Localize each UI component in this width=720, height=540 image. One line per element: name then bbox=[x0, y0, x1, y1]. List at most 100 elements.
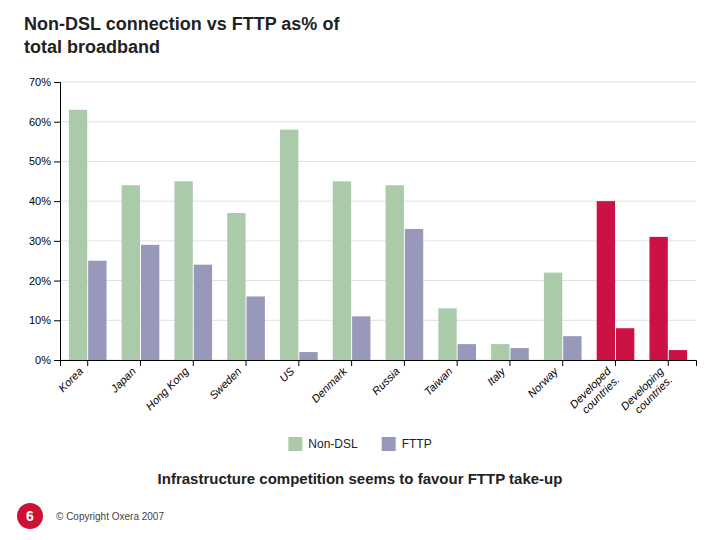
x-tick-label: Norway bbox=[525, 364, 561, 400]
x-tick: Norway bbox=[525, 360, 562, 400]
grid bbox=[60, 82, 696, 360]
bar bbox=[352, 316, 370, 360]
bar bbox=[491, 344, 509, 360]
x-tick-label: Russia bbox=[370, 365, 402, 397]
y-tick-label: 50% bbox=[29, 155, 51, 167]
legend-label: Non-DSL bbox=[308, 437, 358, 451]
y-tick: 10% bbox=[29, 314, 60, 326]
y-tick-mark bbox=[54, 320, 60, 321]
bar bbox=[122, 185, 140, 360]
page-number: 6 bbox=[26, 508, 34, 524]
text-line: Denmark bbox=[309, 365, 349, 405]
x-tick-mark bbox=[193, 360, 194, 366]
y-tick-label: 40% bbox=[29, 195, 51, 207]
x-tick: Italy bbox=[485, 360, 510, 388]
bar bbox=[88, 261, 106, 360]
bar bbox=[616, 328, 634, 360]
bar bbox=[69, 110, 87, 360]
x-tick-label: Italy bbox=[485, 364, 509, 388]
bar bbox=[597, 201, 615, 360]
y-tick-label: 60% bbox=[29, 116, 51, 128]
text-line: Italy bbox=[485, 364, 509, 388]
x-tick-mark bbox=[298, 360, 299, 366]
x-tick-mark bbox=[404, 360, 405, 366]
y-tick: 60% bbox=[29, 116, 60, 128]
x-tick: Russia bbox=[370, 360, 405, 397]
bar bbox=[280, 130, 298, 360]
text-line: Russia bbox=[370, 365, 402, 397]
bar bbox=[174, 181, 192, 360]
y-tick: 30% bbox=[29, 235, 60, 247]
chart-title: Non-DSL connection vs FTTP as% of total b… bbox=[24, 14, 340, 57]
bar-series bbox=[69, 110, 668, 360]
bar bbox=[458, 344, 476, 360]
bars bbox=[69, 110, 687, 360]
x-tick-mark bbox=[668, 360, 669, 366]
x-tick-label: Sweden bbox=[207, 365, 244, 402]
grid-line bbox=[60, 82, 696, 83]
x-tick-mark bbox=[509, 360, 510, 366]
text-line: Norway bbox=[525, 364, 561, 400]
text-line: Japan bbox=[108, 365, 138, 395]
y-tick-mark bbox=[54, 161, 60, 162]
text-line: Sweden bbox=[207, 365, 244, 402]
y-tick: 20% bbox=[29, 275, 60, 287]
x-tick-mark bbox=[615, 360, 616, 366]
x-tick: Denmark bbox=[309, 360, 352, 405]
x-tick: Developingcountries. bbox=[618, 360, 675, 421]
x-axis: Korea JapanHong Kong Sweden US Denmark Russia… bbox=[56, 360, 697, 421]
grid-line bbox=[60, 121, 696, 122]
bar bbox=[386, 185, 404, 360]
chart-root: Non-DSL connection vs FTTP as% of total b… bbox=[0, 0, 720, 540]
x-tick-mark bbox=[457, 360, 458, 366]
y-tick-label: 10% bbox=[29, 314, 51, 326]
x-tick: Developedcountries. bbox=[567, 360, 622, 419]
x-tick: Taiwan bbox=[422, 360, 457, 398]
x-tick-mark bbox=[87, 360, 88, 366]
grid-line bbox=[60, 161, 696, 162]
text-line: Korea bbox=[56, 365, 85, 394]
bar bbox=[649, 237, 667, 360]
legend-swatch bbox=[288, 437, 302, 451]
x-tick-label: Taiwan bbox=[422, 365, 455, 398]
y-tick-mark bbox=[54, 201, 60, 202]
y-tick-mark bbox=[54, 241, 60, 242]
copyright: © Copyright Oxera 2007 bbox=[56, 511, 164, 522]
x-tick: Sweden bbox=[207, 360, 246, 402]
bar bbox=[227, 213, 245, 360]
y-tick-label: 20% bbox=[29, 275, 51, 287]
x-tick-label: Developedcountries. bbox=[567, 364, 622, 419]
y-tick: 0% bbox=[35, 354, 60, 366]
legend-item: Non-DSL bbox=[288, 437, 358, 451]
bar bbox=[405, 229, 423, 360]
bar bbox=[194, 265, 212, 360]
bar bbox=[544, 273, 562, 360]
bar bbox=[669, 350, 687, 360]
bar bbox=[141, 245, 159, 360]
x-tick: Japan bbox=[108, 360, 141, 395]
page-badge bbox=[17, 503, 43, 529]
text-line: total broadband bbox=[24, 37, 160, 57]
text-line: countries. bbox=[579, 373, 621, 415]
x-tick: Hong Kong bbox=[143, 360, 193, 412]
bar bbox=[247, 296, 265, 360]
legend-label: FTTP bbox=[402, 437, 432, 451]
x-tick-mark bbox=[140, 360, 141, 366]
x-tick-label: US bbox=[277, 364, 297, 384]
x-tick-label: Developingcountries. bbox=[618, 364, 675, 421]
text-line: Non-DSL connection vs FTTP as% of bbox=[24, 14, 340, 34]
x-tick-mark bbox=[246, 360, 247, 366]
bar-series bbox=[88, 229, 687, 360]
legend-swatch bbox=[382, 437, 396, 451]
y-tick: 40% bbox=[29, 195, 60, 207]
text-line: countries. bbox=[632, 373, 674, 415]
x-tick-label: Denmark bbox=[309, 365, 349, 405]
text-line: Taiwan bbox=[422, 365, 455, 398]
x-tick-label: Japan bbox=[108, 365, 138, 395]
x-tick: US bbox=[277, 360, 299, 384]
y-axis: 0% 10% 20% 30% 40% 50% 60% 70% bbox=[29, 76, 61, 366]
x-tick-mark bbox=[351, 360, 352, 366]
y-tick-label: 70% bbox=[29, 76, 51, 88]
x-tick-mark bbox=[562, 360, 563, 366]
legend: Non-DSL FTTP bbox=[288, 437, 431, 451]
